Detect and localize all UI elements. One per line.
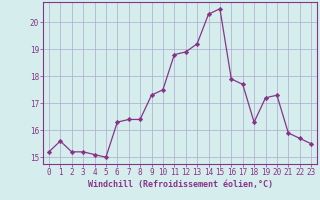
X-axis label: Windchill (Refroidissement éolien,°C): Windchill (Refroidissement éolien,°C) (87, 180, 273, 189)
